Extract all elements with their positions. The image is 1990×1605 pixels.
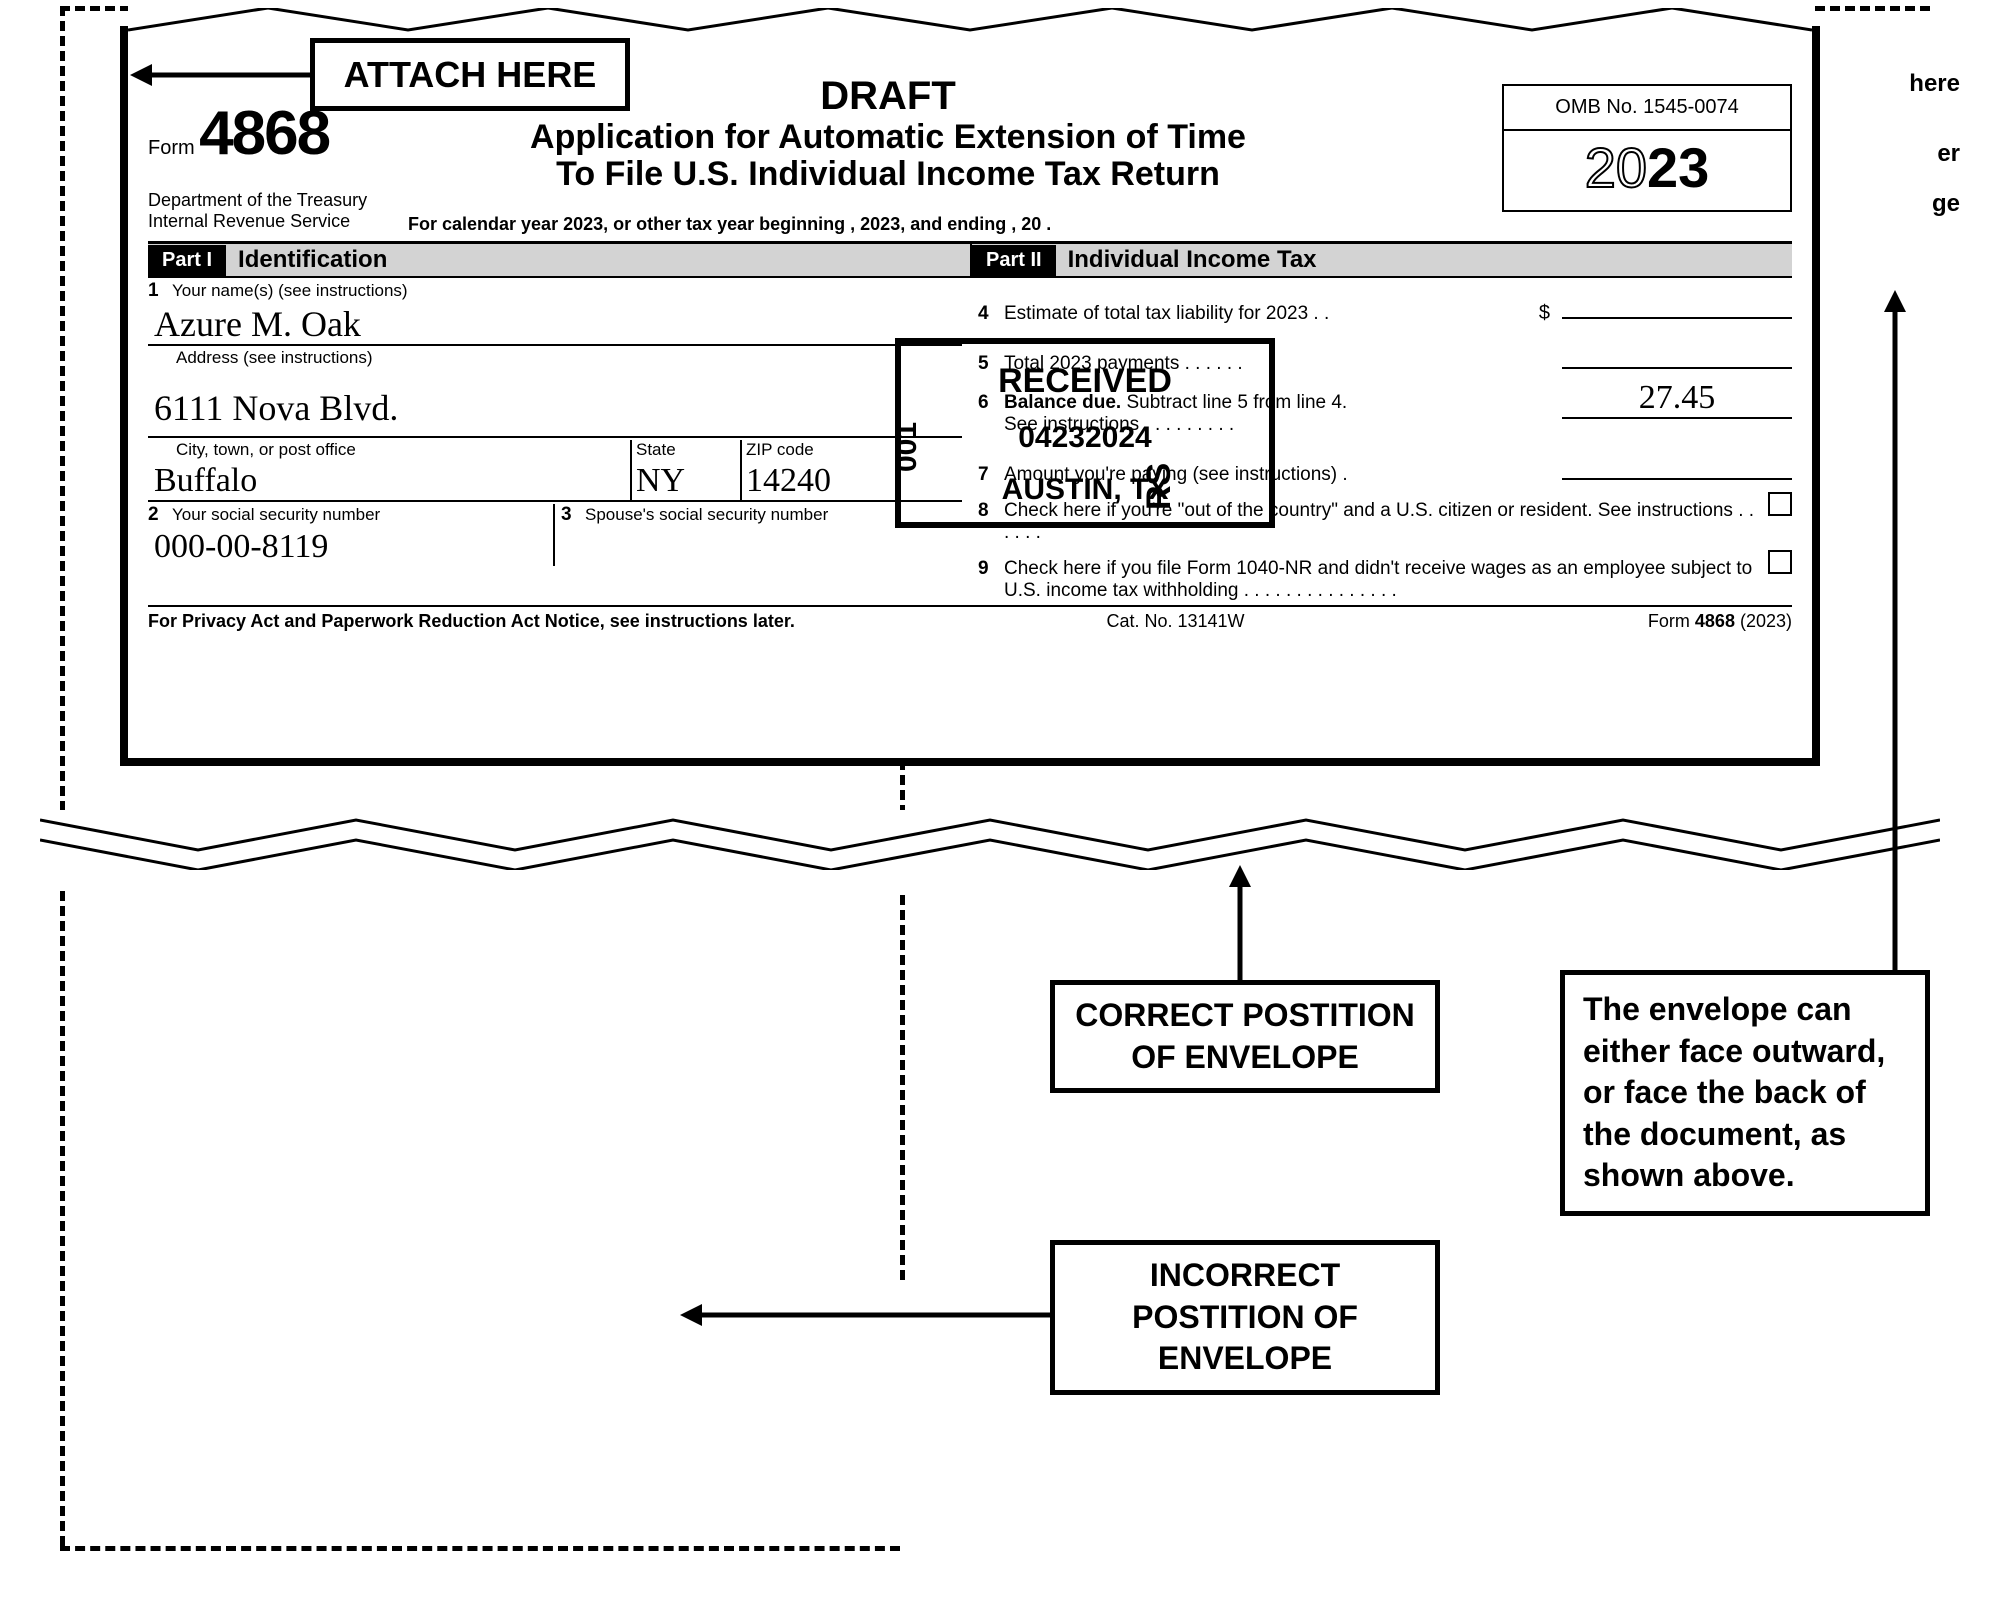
address-value: 6111 Nova Blvd. — [148, 386, 962, 428]
line1-label: Your name(s) (see instructions) — [172, 281, 408, 300]
attach-here-callout: ATTACH HERE — [310, 38, 630, 111]
received-stamp: RECEIVED 04232024 AUSTIN, TX — [895, 338, 1275, 528]
line2-num: 2 — [148, 504, 172, 526]
dept-block: Department of the Treasury Internal Reve… — [148, 190, 367, 231]
line7-amount — [1562, 442, 1792, 480]
address-row: Address (see instructions) 6111 Nova Blv… — [148, 346, 962, 438]
dollar-sign: $ — [1539, 302, 1554, 325]
ssn-row: 2Your social security number 000-00-8119… — [148, 502, 962, 566]
city-label: City, town, or post office — [148, 440, 630, 460]
received-label: RECEIVED — [901, 362, 1269, 401]
year-bold: 23 — [1647, 136, 1709, 199]
line2-label: Your social security number — [172, 505, 380, 524]
line2-value: 000-00-8119 — [148, 526, 553, 566]
line4-num: 4 — [978, 303, 1004, 325]
part1-title: Identification — [238, 246, 387, 274]
form-footer: For Privacy Act and Paperwork Reduction … — [148, 605, 1792, 632]
form-word: Form — [148, 137, 195, 159]
dashed-guide-bottom — [60, 1546, 900, 1551]
line9-text: Check here if you file Form 1040-NR and … — [1004, 558, 1762, 602]
correct-position-callout: CORRECT POSTITION OF ENVELOPE — [1050, 980, 1440, 1093]
line4-amount — [1562, 281, 1792, 319]
city-state-zip-row: City, town, or post office Buffalo State… — [148, 438, 962, 502]
part1-tag: Part I — [148, 245, 226, 276]
line1-value: Azure M. Oak — [148, 302, 962, 344]
line1-num: 1 — [148, 280, 172, 302]
title-line1: Application for Automatic Extension of T… — [478, 119, 1298, 156]
dept-line1: Department of the Treasury — [148, 190, 367, 211]
omb-number: OMB No. 1545-0074 — [1504, 86, 1790, 131]
line9-row: 9 Check here if you file Form 1040-NR an… — [978, 547, 1792, 605]
footer-form-year: (2023) — [1735, 611, 1792, 631]
line4-text: Estimate of total tax liability for 2023… — [1004, 303, 1539, 325]
footer-form-num: 4868 — [1695, 611, 1735, 631]
state-value: NY — [632, 460, 740, 500]
footer-privacy: For Privacy Act and Paperwork Reduction … — [148, 611, 970, 632]
dashed-guide-left — [60, 6, 65, 1546]
incorrect-arrow — [680, 1300, 1060, 1330]
tax-year: 2023 — [1504, 131, 1790, 210]
line9-num: 9 — [978, 558, 1004, 580]
footer-form-word: Form — [1648, 611, 1695, 631]
line4-row: 4 Estimate of total tax liability for 20… — [978, 278, 1792, 328]
line5-amount — [1562, 331, 1792, 369]
envelope-note-arrow — [1880, 290, 1910, 980]
envelope-note-callout: The envelope can either face outward, or… — [1560, 970, 1930, 1216]
incorrect-position-callout: INCORRECT POSTITION OF ENVELOPE — [1050, 1240, 1440, 1395]
correct-arrow — [1225, 865, 1255, 985]
hidden-cue-1: here — [1909, 70, 1960, 98]
attach-arrow — [130, 60, 320, 90]
received-location: AUSTIN, TX — [901, 473, 1269, 507]
footer-formno: Form 4868 (2023) — [1381, 611, 1792, 632]
line3-num: 3 — [561, 504, 585, 526]
line6-amount: 27.45 — [1562, 381, 1792, 419]
part2-tag: Part II — [972, 245, 1056, 276]
torn-edge-top — [128, 0, 1812, 34]
dept-line2: Internal Revenue Service — [148, 211, 367, 232]
title-line2: To File U.S. Individual Income Tax Retur… — [478, 156, 1298, 193]
hidden-cue-2: er — [1937, 140, 1960, 168]
omb-box: OMB No. 1545-0074 2023 — [1502, 84, 1792, 212]
parts-header: Part I Identification Part II Individual… — [148, 244, 1792, 278]
calendar-year-line: For calendar year 2023, or other tax yea… — [408, 214, 1051, 235]
part2-title: Individual Income Tax — [1068, 246, 1317, 274]
address-label: Address (see instructions) — [148, 348, 962, 368]
footer-catno: Cat. No. 13141W — [970, 611, 1381, 632]
torn-edge-bottom — [40, 810, 1940, 890]
received-date: 04232024 — [901, 421, 1269, 455]
line9-checkbox[interactable] — [1768, 550, 1792, 574]
line3-label: Spouse's social security number — [585, 505, 828, 524]
line1-row: 1Your name(s) (see instructions) Azure M… — [148, 278, 962, 346]
state-label: State — [632, 440, 740, 460]
hidden-cue-3: ge — [1932, 190, 1960, 218]
year-outline: 20 — [1585, 136, 1647, 199]
city-value: Buffalo — [148, 460, 630, 500]
line8-checkbox[interactable] — [1768, 492, 1792, 516]
